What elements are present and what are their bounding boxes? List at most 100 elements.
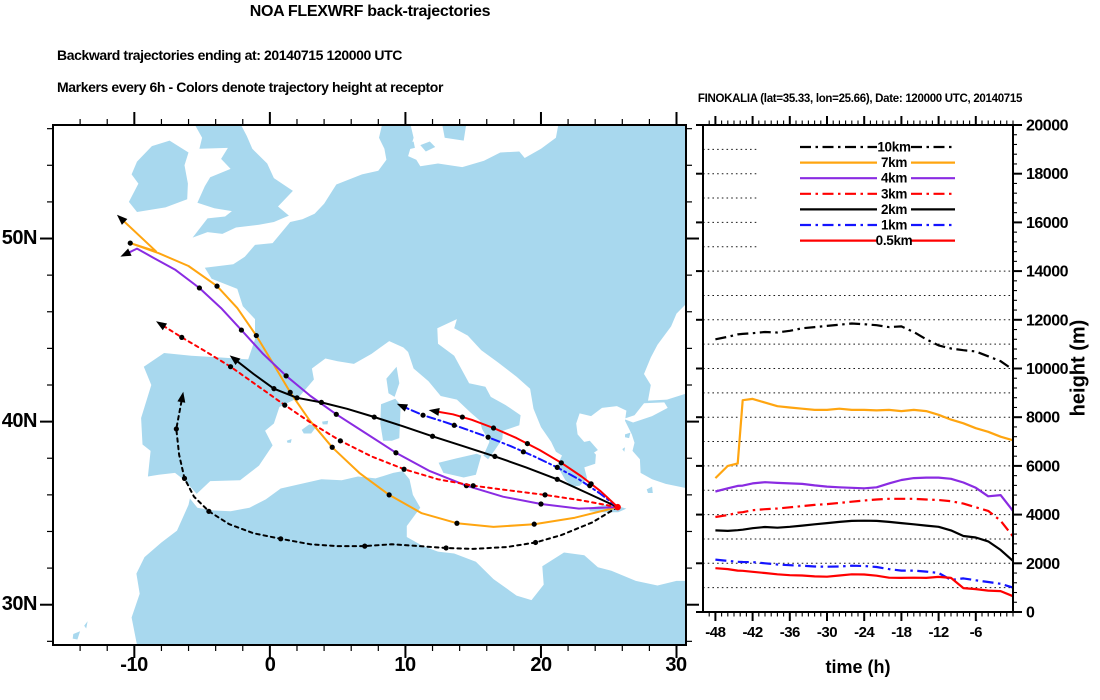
traj-6h-marker — [227, 364, 234, 370]
x-tick-label: -36 — [780, 624, 800, 641]
y-tick-label: 16000 — [1026, 215, 1069, 232]
y-tick-label: 10000 — [1026, 361, 1069, 378]
traj-6h-marker — [253, 332, 259, 339]
trajectory-2km — [235, 359, 619, 509]
traj-end-arrow-icon — [177, 391, 186, 403]
traj-6h-marker — [454, 520, 460, 526]
trajectory-7km — [121, 219, 619, 528]
traj-6h-marker — [558, 460, 564, 466]
profile-axis-ticks — [696, 116, 1022, 621]
traj-end-arrow-icon — [120, 248, 132, 257]
traj-end-arrow-icon — [229, 355, 241, 365]
subtitle-ending-time: Backward trajectories ending at: 2014071… — [57, 47, 402, 63]
map-lat-label-50n: 50N — [1, 227, 38, 249]
traj-6h-marker — [443, 545, 449, 551]
traj-6h-marker — [538, 501, 544, 507]
y-tick-label: 0 — [1026, 605, 1035, 622]
map-lat-label-40n: 40N — [1, 410, 38, 432]
traj-6h-marker — [490, 425, 497, 431]
x-tick-label: -30 — [817, 624, 837, 641]
map-lon-label-10: 10 — [394, 654, 416, 676]
traj-6h-marker — [282, 402, 288, 408]
legend-label-3km: 3km — [881, 186, 907, 201]
traj-6h-marker — [524, 440, 531, 447]
traj-6h-marker — [386, 492, 392, 498]
profile-curves — [714, 322, 1014, 598]
y-tick-label: 20000 — [1026, 118, 1069, 135]
y-tick-label: 4000 — [1026, 507, 1060, 524]
profile-panel-title: FINOKALIA (lat=35.33, lon=25.66), Date: … — [697, 93, 1023, 105]
receptor-marker — [614, 503, 621, 511]
traj-6h-marker — [196, 285, 202, 291]
profile-curve-4km — [715, 476, 1014, 512]
y-tick-label: 8000 — [1026, 410, 1060, 427]
traj-6h-marker — [362, 543, 368, 549]
profile-curve-0.5km — [715, 567, 1014, 598]
traj-6h-marker — [333, 411, 339, 417]
y-tick-label: 18000 — [1026, 166, 1069, 183]
traj-6h-marker — [371, 414, 377, 420]
traj-6h-marker — [393, 450, 399, 456]
traj-6h-marker — [401, 466, 407, 472]
legend-label-1km: 1km — [881, 218, 907, 233]
traj-6h-marker — [283, 373, 289, 379]
traj-6h-marker — [531, 521, 537, 527]
traj-6h-marker — [173, 426, 179, 432]
x-tick-label: -6 — [970, 624, 982, 641]
profile-x-axis-title: time (h) — [825, 657, 891, 677]
traj-6h-marker — [492, 453, 498, 460]
map-axis-ticks — [40, 112, 699, 658]
trajectory-10km — [175, 398, 619, 550]
traj-6h-marker — [470, 483, 476, 489]
trajectory-map — [40, 112, 699, 658]
x-tick-label: -42 — [743, 624, 763, 641]
trajectory-1km — [403, 406, 619, 509]
profile-curve-7km — [714, 397, 1014, 479]
traj-6h-marker — [278, 536, 284, 542]
traj-6h-marker — [451, 422, 457, 428]
traj-6h-marker — [206, 508, 212, 514]
traj-6h-marker — [429, 433, 436, 439]
trajectory-4km — [126, 247, 619, 510]
traj-6h-marker — [329, 444, 335, 450]
map-lat-label-30n: 30N — [1, 593, 38, 615]
map-lon-label-20: 20 — [530, 654, 552, 676]
y-tick-label: 6000 — [1026, 458, 1060, 475]
y-tick-label: 14000 — [1026, 264, 1069, 281]
profile-axis-labels: -48 -42 -36 -30 -24 -18 -12 -6 0 2000 4000 6000 8000… — [705, 118, 1069, 642]
traj-6h-marker — [554, 464, 560, 470]
map-lon-label-0: 0 — [264, 654, 276, 676]
traj-6h-marker — [127, 240, 133, 246]
traj-6h-marker — [238, 327, 245, 333]
profile-curve-1km — [715, 558, 1014, 589]
legend-label-4km: 4km — [881, 171, 907, 186]
profile-curve-10km — [715, 322, 1014, 371]
legend-label-0.5km: 0.5km — [876, 233, 913, 248]
x-tick-label: -24 — [854, 624, 875, 641]
traj-6h-marker — [179, 334, 185, 340]
traj-end-arrow-icon — [396, 403, 408, 412]
page-title: NOA FLEXWRF back-trajectories — [249, 3, 491, 20]
subtitle-markers-note: Markers every 6h - Colors denote traject… — [57, 79, 443, 95]
x-tick-label: -48 — [705, 624, 725, 641]
traj-6h-marker — [420, 412, 426, 418]
trajectory-3km — [161, 324, 619, 509]
legend-label-7km: 7km — [881, 155, 907, 170]
x-tick-label: -18 — [891, 624, 911, 641]
traj-6h-marker — [214, 283, 220, 289]
legend-label-2km: 2km — [881, 202, 907, 217]
traj-6h-marker — [542, 492, 548, 498]
legend-label-10km: 10km — [877, 140, 911, 155]
traj-end-arrow-icon — [116, 214, 128, 225]
y-tick-label: 12000 — [1026, 312, 1069, 329]
traj-end-arrow-icon — [156, 321, 168, 331]
map-trajectories — [116, 214, 621, 551]
y-tick-label: 2000 — [1026, 556, 1060, 573]
map-lon-label-m10: -10 — [120, 654, 148, 676]
traj-6h-marker — [588, 481, 594, 487]
traj-6h-marker — [532, 539, 539, 546]
traj-6h-marker — [337, 438, 343, 444]
